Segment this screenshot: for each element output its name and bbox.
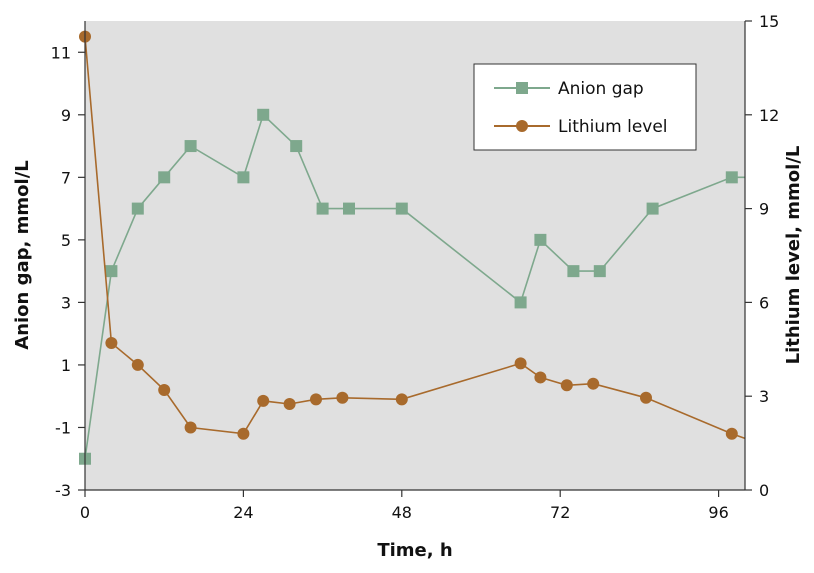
- y-axis-right-title: Lithium level, mmol/L: [783, 146, 804, 365]
- data-point-anion-gap: [593, 265, 606, 278]
- legend: Anion gap Lithium level: [473, 63, 697, 151]
- data-point-lithium-level: [184, 421, 197, 434]
- data-point-anion-gap: [567, 265, 580, 278]
- y-left-tick-label: 7: [61, 168, 71, 187]
- axes-layer: 0 24 48 72 96 -3 -1 1 3 5 7 9 11 0 3 6 9 12 15: [51, 12, 780, 522]
- data-point-anion-gap: [343, 202, 355, 215]
- data-point-anion-gap: [257, 108, 270, 121]
- series-line-lithium-level: [84, 36, 746, 440]
- data-point-anion-gap: [158, 171, 171, 184]
- data-point-lithium-level: [310, 393, 322, 406]
- data-point-lithium-level: [395, 393, 408, 406]
- x-tick-label: 48: [392, 503, 412, 522]
- data-point-lithium-level: [257, 394, 270, 407]
- data-point-lithium-level: [131, 358, 144, 371]
- data-point-lithium-level: [640, 391, 652, 404]
- x-tick-label: 0: [80, 503, 90, 522]
- data-point-anion-gap: [316, 202, 329, 215]
- y-left-tick-label: 9: [61, 106, 71, 125]
- data-point-lithium-level: [283, 398, 296, 411]
- x-tick-label: 96: [708, 503, 728, 522]
- data-point-lithium-level: [514, 357, 527, 370]
- data-point-lithium-level: [336, 391, 349, 404]
- legend-box: [473, 63, 697, 151]
- y-right-tick-label: 12: [759, 106, 779, 125]
- y-left-tick-label: 3: [61, 293, 71, 312]
- y-axis-left-title: Anion gap, mmol/L: [12, 160, 33, 349]
- x-tick-label: 24: [233, 503, 253, 522]
- data-point-anion-gap: [395, 202, 408, 215]
- y-left-tick-label: 1: [61, 356, 71, 375]
- data-point-lithium-level: [158, 383, 171, 396]
- y-left-tick-label: -3: [55, 481, 71, 500]
- data-point-lithium-level: [534, 371, 547, 384]
- series-layer: [79, 30, 746, 465]
- legend-label-lithium-level: Lithium level: [558, 117, 668, 137]
- data-point-anion-gap: [290, 140, 303, 153]
- data-point-lithium-level: [560, 379, 573, 392]
- x-tick-label: 72: [550, 503, 570, 522]
- y-right-tick-label: 6: [759, 293, 769, 312]
- data-point-lithium-level: [725, 427, 738, 440]
- data-point-anion-gap: [131, 202, 144, 215]
- data-point-lithium-level: [237, 427, 250, 440]
- y-right-tick-label: 15: [759, 12, 779, 31]
- legend-label-anion-gap: Anion gap: [558, 79, 644, 99]
- data-point-lithium-level: [587, 377, 600, 390]
- data-point-anion-gap: [237, 171, 250, 184]
- y-right-tick-label: 0: [759, 481, 769, 500]
- x-axis-title: Time, h: [377, 540, 452, 561]
- data-point-anion-gap: [105, 265, 118, 278]
- data-point-lithium-level: [105, 337, 118, 350]
- y-left-tick-label: 5: [61, 231, 71, 250]
- data-point-anion-gap: [646, 202, 659, 215]
- legend-marker-anion-gap: [516, 82, 528, 94]
- y-right-tick-label: 9: [759, 200, 769, 219]
- data-point-anion-gap: [725, 171, 738, 184]
- data-point-anion-gap: [534, 233, 547, 246]
- data-point-anion-gap: [514, 296, 527, 309]
- y-left-tick-label: -1: [55, 418, 71, 437]
- data-point-anion-gap: [184, 140, 197, 153]
- legend-marker-lithium-level: [516, 120, 528, 132]
- y-right-tick-label: 3: [759, 387, 769, 406]
- y-left-tick-label: 11: [51, 43, 71, 62]
